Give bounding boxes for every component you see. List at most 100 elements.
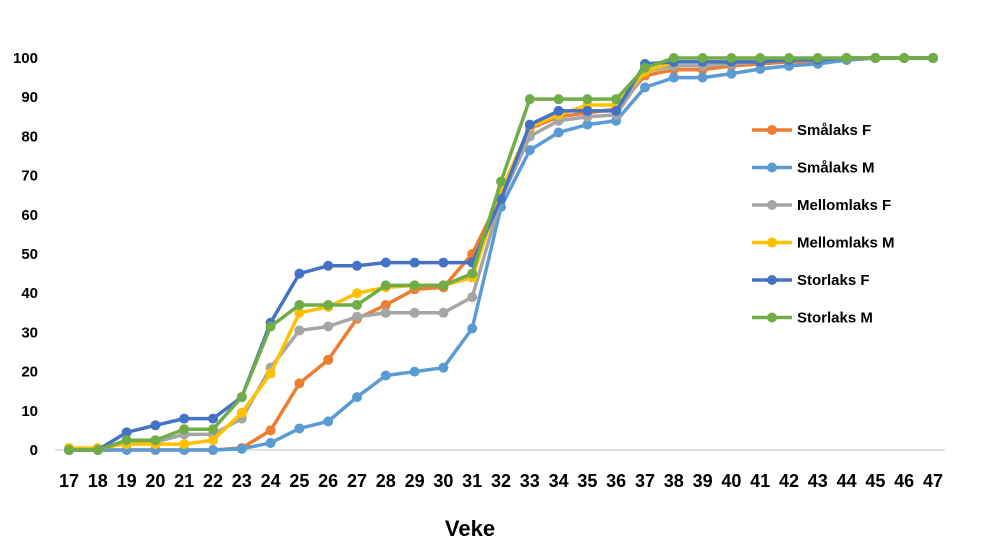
data-point [179, 439, 190, 450]
data-point [928, 53, 938, 63]
data-point [668, 53, 679, 63]
legend-label: Smålaks M [797, 160, 875, 177]
data-point [323, 299, 334, 310]
data-point [294, 268, 305, 279]
data-point [323, 416, 334, 427]
data-point [524, 94, 535, 105]
series-smalaks-m [64, 53, 938, 455]
data-point [467, 268, 478, 279]
data-point [380, 280, 391, 291]
data-point [208, 413, 218, 424]
y-tick-label: 50 [21, 246, 38, 263]
x-tick-label: 42 [779, 471, 799, 491]
legend-marker [767, 275, 777, 285]
data-point [409, 307, 420, 318]
data-point [899, 53, 910, 63]
x-tick-label: 29 [405, 471, 425, 491]
series-mellomlaks-m [64, 53, 938, 454]
data-point [121, 435, 132, 446]
data-point [294, 378, 305, 389]
data-point [294, 299, 305, 310]
data-point [582, 105, 593, 116]
legend-label: Mellomlaks F [797, 197, 891, 214]
data-point [697, 72, 708, 83]
legend-item: Mellomlaks F [752, 197, 891, 214]
x-tick-label: 23 [232, 471, 252, 491]
data-point [92, 445, 103, 455]
x-tick-label: 26 [318, 471, 338, 491]
legend-marker [767, 162, 777, 173]
x-tick-label: 25 [289, 471, 309, 491]
x-tick-label: 21 [174, 471, 194, 491]
data-point [553, 127, 564, 138]
data-point [409, 280, 420, 291]
data-point [208, 445, 218, 455]
y-tick-label: 0 [30, 442, 38, 459]
x-tick-label: 28 [376, 471, 396, 491]
x-tick-label: 24 [261, 471, 281, 491]
data-point [726, 68, 737, 79]
data-point [697, 53, 708, 63]
series-line [67, 56, 935, 452]
data-point [150, 420, 161, 431]
data-point [438, 257, 449, 268]
x-axis-title: Veke [445, 516, 495, 541]
data-point [352, 392, 362, 403]
x-tick-label: 22 [203, 471, 223, 491]
x-tick-label: 45 [865, 471, 885, 491]
data-point [323, 354, 334, 365]
data-point [726, 53, 737, 63]
legend-label: Storlaks F [797, 272, 870, 289]
x-tick-label: 34 [549, 471, 569, 491]
x-tick-label: 20 [145, 471, 165, 491]
data-point [582, 94, 593, 105]
x-tick-label: 19 [117, 471, 137, 491]
x-tick-label: 47 [923, 471, 943, 491]
data-point [380, 370, 391, 381]
legend-marker [767, 125, 777, 135]
data-point [323, 260, 334, 271]
data-point [467, 323, 478, 334]
y-tick-label: 40 [21, 285, 38, 302]
data-point [438, 307, 449, 318]
series-line [67, 56, 935, 452]
data-point [179, 424, 190, 435]
y-tick-label: 60 [21, 207, 38, 224]
data-point [553, 94, 564, 105]
x-tick-label: 36 [606, 471, 626, 491]
legend-marker [767, 200, 777, 210]
data-point [380, 307, 391, 318]
x-tick-label: 32 [491, 471, 511, 491]
data-point [294, 423, 305, 434]
data-point [265, 368, 276, 379]
data-point [236, 392, 247, 403]
series-line [67, 56, 935, 452]
x-tick-label: 30 [433, 471, 453, 491]
series-storlaks-f [64, 53, 938, 455]
data-point [64, 445, 74, 455]
y-tick-label: 10 [21, 403, 38, 420]
data-point [553, 105, 564, 116]
x-tick-label: 40 [721, 471, 741, 491]
x-axis-ticks: 17 18 19 20 21 22 23 24 25 26 27 28 29 30 31 32 33 34 35 36… [59, 471, 943, 491]
data-point [208, 424, 218, 435]
data-point [236, 407, 247, 418]
data-point [236, 443, 247, 454]
legend: Smålaks F Smålaks M Mellomlaks F Mellomlaks… [752, 122, 895, 327]
x-tick-label: 33 [520, 471, 540, 491]
legend-marker [767, 312, 777, 323]
data-point [352, 311, 362, 322]
data-point [496, 176, 506, 187]
series-smalaks-f [64, 53, 938, 455]
x-tick-label: 38 [664, 471, 684, 491]
y-tick-label: 100 [13, 50, 38, 67]
data-point [755, 63, 766, 74]
data-point [294, 307, 305, 318]
data-point [150, 435, 161, 446]
legend-item: Smålaks M [752, 160, 875, 177]
legend-label: Mellomlaks M [797, 235, 895, 252]
legend-marker [767, 237, 777, 248]
data-point [812, 53, 823, 63]
data-point [265, 425, 276, 436]
